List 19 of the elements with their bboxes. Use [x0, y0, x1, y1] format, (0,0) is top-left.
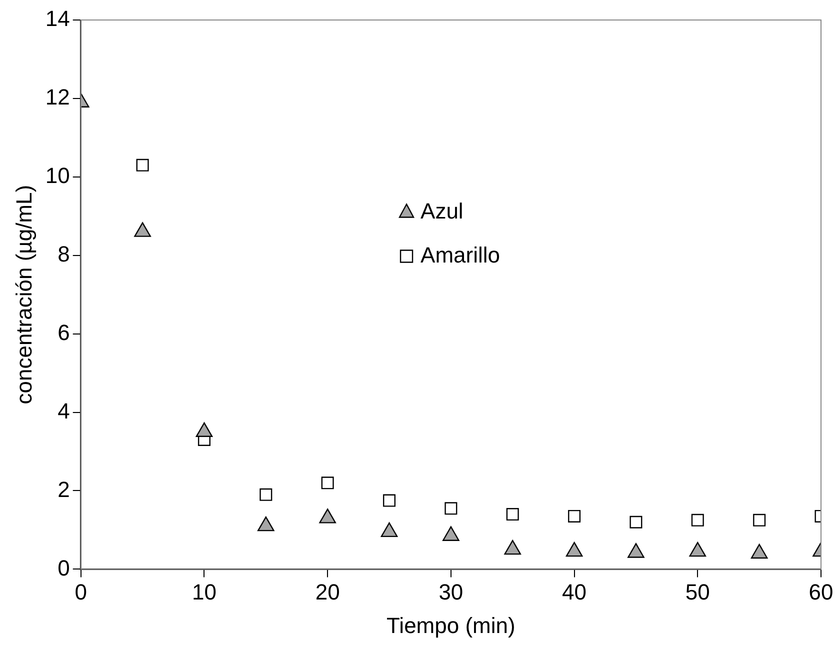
legend-label: Amarillo — [420, 242, 500, 268]
legend-label: Azul — [420, 198, 464, 224]
y-tick-label: 10 — [45, 162, 70, 188]
y-tick-label: 6 — [58, 320, 70, 345]
y-tick-label: 14 — [45, 6, 70, 32]
y-tick-label: 8 — [58, 241, 70, 266]
x-axis-title: Tiempo (min) — [386, 612, 516, 638]
x-tick-label: 10 — [192, 579, 216, 604]
x-tick-label: 50 — [685, 579, 710, 604]
x-tick-label: 20 — [315, 579, 340, 604]
y-axis-title: concentración (µg/mL) — [11, 184, 36, 404]
x-tick-label: 0 — [74, 579, 87, 604]
y-tick-label: 2 — [58, 476, 70, 502]
x-tick-label: 40 — [562, 579, 587, 604]
y-tick-label: 12 — [45, 84, 70, 110]
y-tick-label: 0 — [58, 555, 70, 580]
y-tick-label: 4 — [58, 398, 70, 424]
x-tick-label: 60 — [808, 579, 834, 604]
x-tick-label: 30 — [438, 579, 464, 604]
